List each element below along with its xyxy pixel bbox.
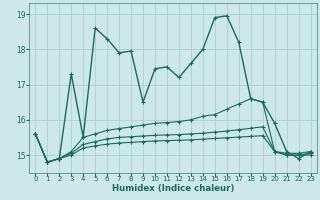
X-axis label: Humidex (Indice chaleur): Humidex (Indice chaleur) <box>112 184 234 193</box>
